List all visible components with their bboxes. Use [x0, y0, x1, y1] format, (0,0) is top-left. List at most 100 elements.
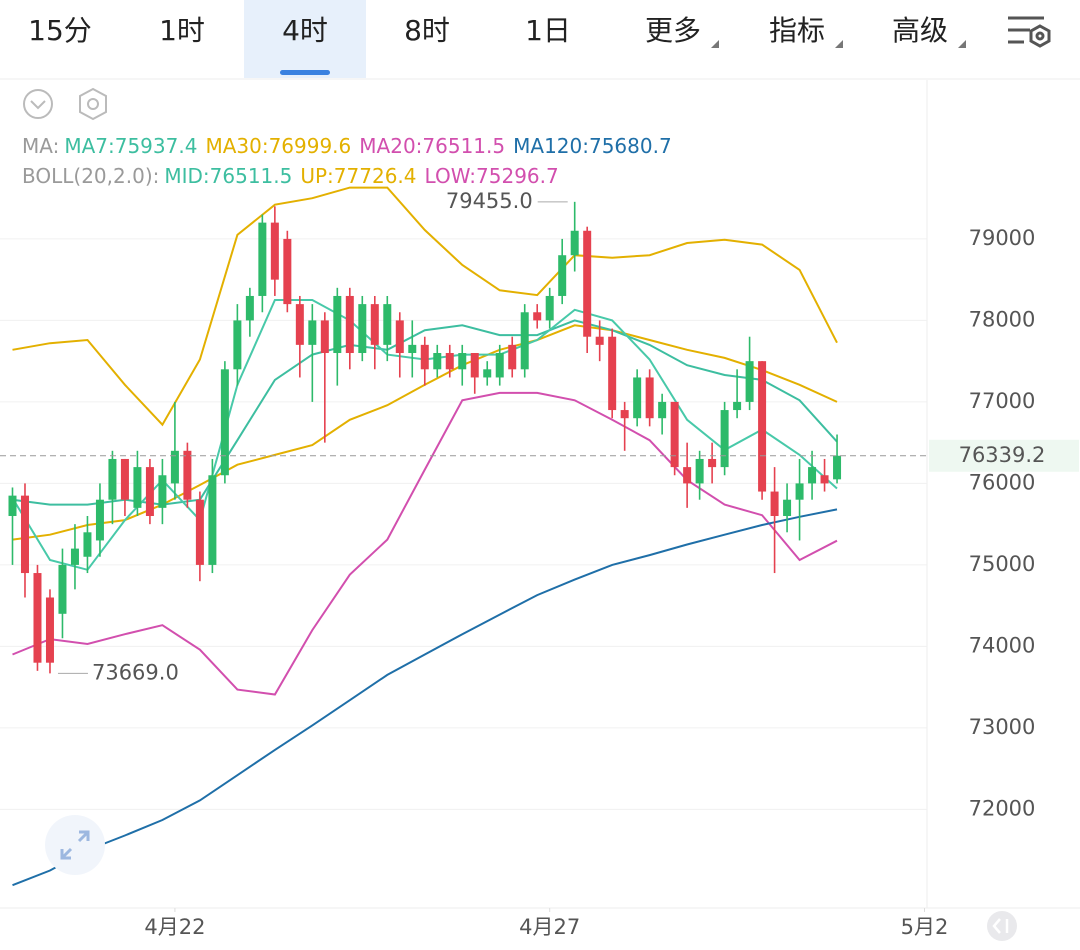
indicator-line — [12, 508, 838, 887]
candle-body — [820, 475, 829, 484]
candle-body — [145, 467, 154, 517]
candle-body — [458, 353, 467, 370]
legend-item: UP:77726.4 — [300, 164, 416, 188]
candle-body — [720, 410, 729, 468]
legend-item: LOW:75296.7 — [425, 164, 559, 188]
annotation-label: 79455.0 — [446, 189, 533, 213]
expand-icon[interactable] — [45, 815, 105, 875]
candle-body — [545, 295, 554, 321]
candle-body — [408, 344, 417, 354]
candle-body — [258, 222, 267, 296]
candle-body — [220, 369, 229, 476]
dropdown-caret — [711, 40, 719, 48]
candle-body — [433, 353, 442, 370]
tab[interactable]: 8时 — [404, 14, 450, 47]
candle-body — [170, 450, 179, 484]
candle-body — [833, 455, 842, 480]
candle-body — [595, 336, 604, 345]
candle-body — [383, 304, 392, 345]
boll-legend: BOLL(20,2.0): MID:76511.5 UP:77726.4 LOW:75… — [22, 164, 559, 188]
candle-body — [320, 320, 329, 354]
plot-area: 72000 73000 74000 75000 76000 77000 78000 79000… — [0, 80, 1080, 939]
candle-body — [158, 475, 167, 508]
candle-body — [58, 564, 67, 614]
candle-body — [308, 320, 317, 345]
tab[interactable]: 更多 — [645, 14, 701, 47]
dropdown-caret — [835, 40, 843, 48]
candle-body — [558, 255, 567, 296]
tab[interactable]: 1时 — [159, 14, 205, 47]
scroll-end-icon[interactable] — [987, 911, 1017, 941]
candle-body — [133, 467, 142, 508]
candle-body — [633, 377, 642, 419]
y-tick-label: 77000 — [969, 389, 1036, 413]
settings-icon[interactable] — [1008, 16, 1051, 48]
tab[interactable]: 高级 — [892, 14, 948, 47]
candle-body — [208, 475, 217, 565]
candle-body — [420, 344, 429, 370]
candle-body — [20, 495, 29, 574]
candle-body — [483, 369, 492, 378]
candle-body — [370, 304, 379, 345]
candle-body — [345, 295, 354, 354]
candle-body — [495, 353, 504, 378]
candle-body — [358, 304, 367, 354]
candle-body — [645, 377, 654, 419]
y-tick-label: 76000 — [969, 470, 1036, 494]
tab-bar: 15分 1时 4时 8时 1日 更多 指标 高级 — [28, 0, 966, 78]
legend-prefix: MA: — [22, 134, 59, 158]
active-tab-bg — [244, 0, 366, 78]
candle-body — [33, 573, 42, 663]
candle-body — [533, 312, 542, 321]
legend-item: MA30:76999.6 — [205, 134, 351, 158]
legend-item: MA7:75937.4 — [64, 134, 197, 158]
candle-body — [195, 499, 204, 565]
x-tick-label: 5月2 — [901, 915, 949, 939]
candle-body — [783, 499, 792, 517]
candle-body — [445, 353, 454, 370]
candle-body — [83, 532, 92, 557]
y-tick-label: 73000 — [969, 715, 1036, 739]
candle-body — [95, 499, 104, 541]
legend-prefix: BOLL(20,2.0): — [22, 164, 159, 188]
candle-body — [758, 361, 767, 492]
candle-body — [108, 458, 117, 500]
candle-body — [245, 295, 254, 321]
candle-body — [795, 483, 804, 500]
active-tab-underline — [280, 70, 330, 75]
candle-body — [570, 230, 579, 256]
candle-body — [283, 238, 292, 305]
hexagon-icon[interactable] — [79, 87, 107, 121]
dropdown-caret — [958, 40, 966, 48]
candle-body — [683, 467, 692, 484]
candle-body — [695, 458, 704, 484]
collapse-icon[interactable] — [23, 89, 53, 119]
candle-body — [295, 304, 304, 345]
candle-body — [233, 320, 242, 370]
candle-body — [770, 491, 779, 517]
last-price-box — [929, 439, 1079, 472]
candle-body — [470, 353, 479, 378]
tab[interactable]: 指标 — [769, 14, 825, 47]
candle-body — [395, 320, 404, 354]
y-tick-label: 78000 — [969, 307, 1036, 331]
ma-legend: MA: MA7:75937.4 MA30:76999.6 MA20:76511.5 MA… — [22, 134, 672, 158]
y-tick-label: 75000 — [969, 552, 1036, 576]
indicator-line — [12, 186, 838, 427]
candle-body — [620, 410, 629, 419]
tab[interactable]: 4时 — [282, 14, 328, 47]
annotation-label: 73669.0 — [92, 660, 179, 684]
candle-body — [183, 450, 192, 500]
tab[interactable]: 15分 — [28, 14, 92, 47]
y-tick-label: 74000 — [969, 633, 1036, 657]
candle-body — [8, 495, 17, 517]
candle-body — [270, 222, 279, 280]
candle-body — [508, 344, 517, 370]
last-price-label: 76339.2 — [959, 443, 1046, 467]
y-tick-label: 79000 — [969, 226, 1036, 250]
tab[interactable]: 1日 — [525, 14, 571, 47]
candle-body — [670, 401, 679, 468]
